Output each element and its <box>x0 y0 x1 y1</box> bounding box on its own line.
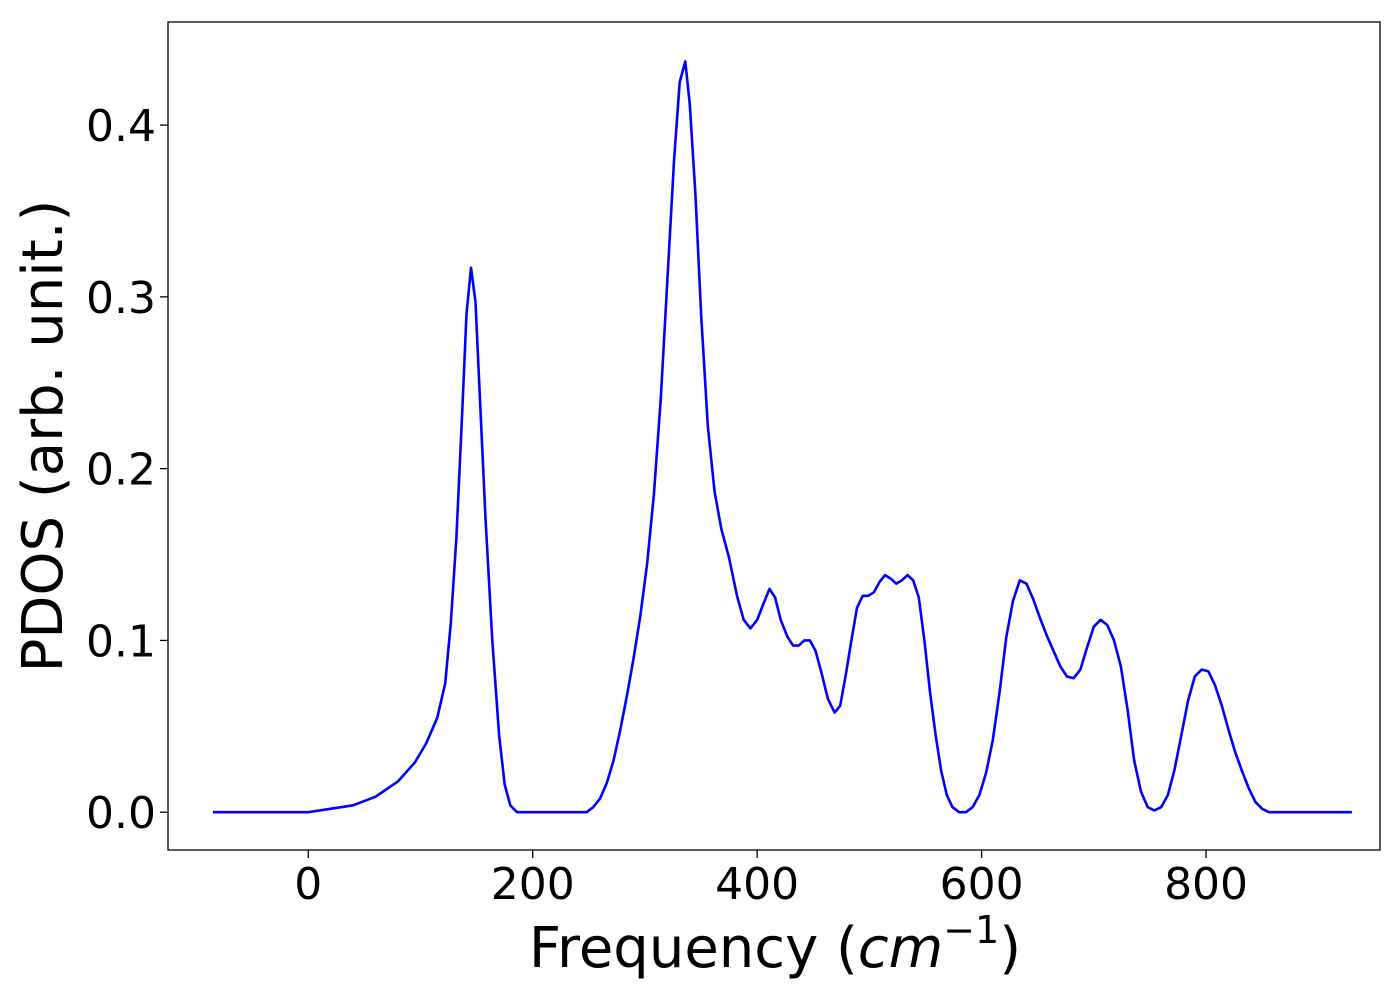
x-axis-label-close: ) <box>999 916 1021 981</box>
y-tick-label: 0.3 <box>86 273 156 324</box>
x-axis-label-sup: −1 <box>943 908 999 952</box>
x-axis-label-math: cm <box>858 916 943 981</box>
y-tick-label: 0.4 <box>86 101 156 152</box>
pdos-series-line-0 <box>212 60 1352 814</box>
x-tick-label: 200 <box>491 859 575 910</box>
y-axis-label: PDOS (arb. unit.) <box>11 200 76 673</box>
y-tick-label: 0.1 <box>86 616 156 667</box>
plot-frame <box>167 21 1381 851</box>
x-tick-label: 0 <box>294 859 322 910</box>
x-axis-ticks: 0 200 400 600 800 <box>294 850 1248 910</box>
y-tick-label: 0.2 <box>86 445 156 496</box>
x-axis-label-main: Frequency ( <box>529 916 858 981</box>
x-tick-label: 800 <box>1164 859 1248 910</box>
plot-area <box>167 21 1381 851</box>
y-axis-ticks: 0.0 0.1 0.2 0.3 0.4 <box>86 101 168 839</box>
x-tick-label: 400 <box>715 859 799 910</box>
x-axis-label: Frequency (cm−1) <box>529 908 1021 981</box>
x-tick-label: 600 <box>940 859 1024 910</box>
y-tick-label: 0.0 <box>86 788 156 839</box>
